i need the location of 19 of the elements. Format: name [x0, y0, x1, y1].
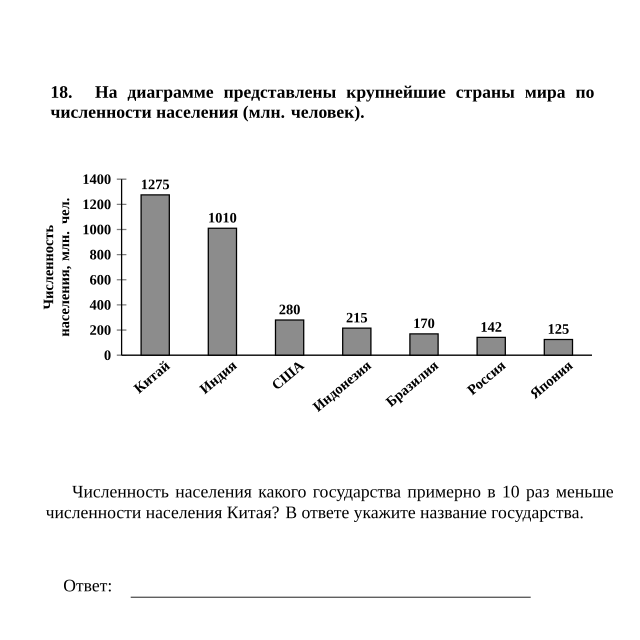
y-tick-label: 400	[90, 300, 111, 310]
y-tick-label: 600	[90, 274, 111, 285]
text: Численность населения какого государства примерно в 10 раз меньше численности населения Китая? В ответе укажите название государства.	[46, 486, 614, 522]
y-tick-label: 0	[104, 350, 111, 360]
data-label: 142	[482, 322, 502, 332]
y-tick-label: 1000	[84, 224, 111, 234]
data-label: 170	[414, 318, 434, 328]
data-label: 215	[346, 312, 368, 323]
chart-title: 18. На диаграмме представлены крупнейшие страны мира по численности населения (млн. человек).	[50, 86, 594, 122]
y-tick-label: 800	[90, 250, 111, 260]
data-label: 280	[279, 304, 300, 314]
data-label: 1275	[142, 180, 170, 190]
y-tick-label: 1200	[84, 199, 111, 210]
y-tick-label: 1400	[84, 174, 111, 184]
data-label: 1010	[209, 212, 236, 223]
y-tick-label: 200	[90, 325, 111, 335]
data-label: 125	[548, 324, 569, 334]
text: Ответ:	[64, 580, 111, 592]
y-axis-title: Численность населения, млн. чел.	[44, 198, 72, 336]
